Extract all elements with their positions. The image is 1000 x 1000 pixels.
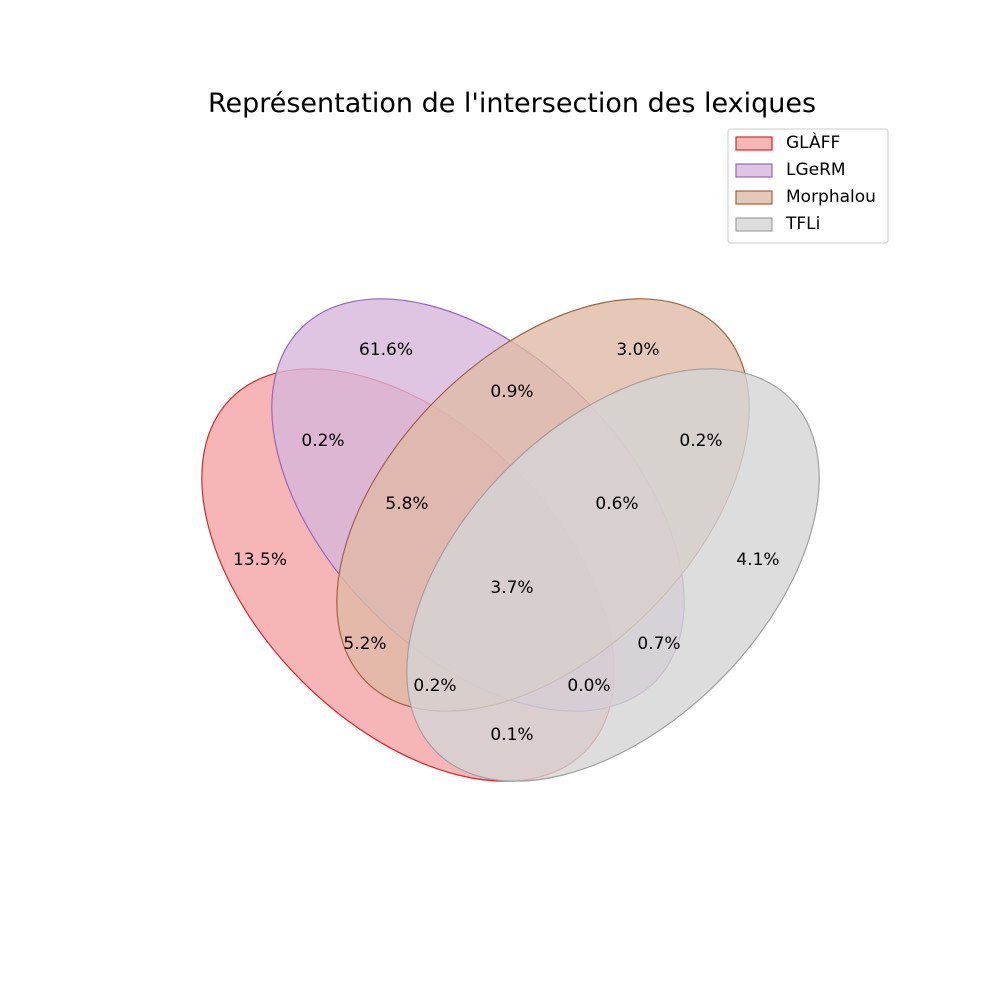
legend-swatch-lgerm	[735, 163, 773, 178]
region-label-glaff-morphalou: 5.2%	[343, 634, 386, 654]
legend: GLÀFF LGeRM Morphalou TFLi	[727, 128, 889, 244]
region-label-glaff-lgerm-tfli: 0.0%	[567, 676, 610, 696]
legend-label-tfli: TFLi	[785, 214, 820, 234]
chart-title: Représentation de l'intersection des lex…	[208, 88, 816, 119]
legend-label-lgerm: LGeRM	[786, 160, 846, 180]
set-ellipse-tfli	[406, 368, 820, 782]
region-label-lgerm-morphalou-tfli: 0.6%	[595, 494, 638, 514]
region-label-lgerm-tfli: 0.7%	[637, 634, 680, 654]
legend-swatch-glaff	[735, 136, 773, 151]
legend-label-morphalou: Morphalou	[786, 187, 876, 207]
legend-items: GLÀFF LGeRM Morphalou TFLi	[735, 131, 876, 234]
region-label-glaff-lgerm-morphalou-tfli: 3.7%	[490, 578, 533, 598]
region-label-glaff-morphalou-tfli: 0.2%	[413, 676, 456, 696]
region-label-morphalou-tfli: 0.2%	[679, 431, 722, 451]
legend-swatch-morphalou	[735, 190, 773, 205]
region-label-glaff-tfli: 0.1%	[490, 725, 533, 745]
set-ellipses	[201, 298, 820, 782]
region-label-morphalou: 3.0%	[616, 340, 659, 360]
legend-label-glaff: GLÀFF	[786, 131, 840, 153]
legend-frame	[727, 128, 889, 244]
region-label-glaff-lgerm: 0.2%	[301, 431, 344, 451]
region-label-tfli: 4.1%	[736, 550, 779, 570]
region-label-glaff-lgerm-morphalou: 5.8%	[385, 494, 428, 514]
region-labels: 13.5% 61.6% 3.0% 4.1% 0.9% 0.2% 0.2% 5.8% 0.6% 3.…	[233, 340, 780, 745]
region-label-lgerm: 61.6%	[359, 340, 413, 360]
region-label-lgerm-morphalou: 0.9%	[490, 382, 533, 402]
region-label-glaff: 13.5%	[233, 550, 287, 570]
legend-swatch-tfli	[735, 217, 773, 232]
